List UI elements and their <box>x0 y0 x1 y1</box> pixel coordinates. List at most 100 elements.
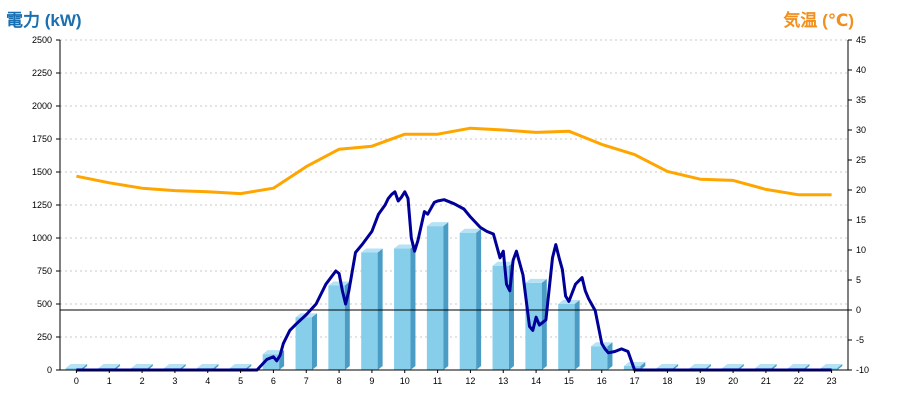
bar-top <box>328 281 350 286</box>
left-tick-label: 1250 <box>32 200 52 210</box>
bar-front <box>623 366 641 370</box>
bar-top <box>788 364 810 369</box>
right-tick-label: 45 <box>856 35 866 45</box>
x-tick-label: 18 <box>662 376 672 386</box>
grid-lines <box>60 39 848 338</box>
bar-front <box>426 226 444 370</box>
x-tick-label: 22 <box>794 376 804 386</box>
bar-top <box>689 364 711 369</box>
x-tick-label: 9 <box>369 376 374 386</box>
right-tick-label: -10 <box>856 365 869 375</box>
x-tick-label: 15 <box>564 376 574 386</box>
bar-front <box>394 248 411 370</box>
bar-side <box>541 278 547 370</box>
bar-top <box>98 364 120 369</box>
bar-top <box>394 244 416 249</box>
bar-front <box>361 252 378 370</box>
bar-top <box>65 364 88 369</box>
bar-top <box>656 364 679 369</box>
bar-top <box>131 364 153 369</box>
axes <box>56 39 852 373</box>
bar-top <box>197 364 219 369</box>
x-tick-label: 11 <box>433 376 442 386</box>
bar-top <box>229 364 252 369</box>
left-tick-label: 500 <box>37 299 52 309</box>
bar-front <box>558 304 575 370</box>
bar <box>623 362 646 370</box>
bar-top <box>361 248 383 253</box>
right-tick-label: 35 <box>856 95 866 105</box>
bar <box>459 228 482 370</box>
x-tick-label: 21 <box>761 376 771 386</box>
x-tick-label: 4 <box>205 376 210 386</box>
left-tick-label: 2250 <box>32 68 52 78</box>
bar-top <box>623 362 646 367</box>
x-tick-label: 6 <box>271 376 276 386</box>
left-axis-title: 電力 (kW) <box>6 11 82 30</box>
x-tick-label: 10 <box>400 376 410 386</box>
x-tick-label: 8 <box>337 376 342 386</box>
left-tick-label: 2000 <box>32 101 52 111</box>
bar-side <box>476 228 482 370</box>
x-tick-label: 20 <box>728 376 738 386</box>
right-tick-label: 0 <box>856 305 861 315</box>
bar <box>361 248 383 370</box>
bar-side <box>410 244 416 370</box>
x-tick-label: 7 <box>304 376 309 386</box>
bar-front <box>591 346 608 370</box>
bar-side <box>640 362 646 370</box>
bar-side <box>443 222 449 370</box>
bar-top <box>820 364 843 369</box>
x-tick-label: 2 <box>140 376 145 386</box>
right-tick-label: 15 <box>856 215 866 225</box>
x-tick-label: 23 <box>827 376 837 386</box>
bar-front <box>328 285 345 370</box>
bar-top <box>164 364 186 369</box>
bar-side <box>837 364 843 370</box>
left-tick-label: 1750 <box>32 134 52 144</box>
x-tick-label: 3 <box>172 376 177 386</box>
right-tick-label: 30 <box>856 125 866 135</box>
right-tick-label: 5 <box>856 275 861 285</box>
bar-side <box>311 313 317 370</box>
right-tick-label: 25 <box>856 155 866 165</box>
right-tick-label: 10 <box>856 245 866 255</box>
left-tick-label: 1000 <box>32 233 52 243</box>
bar <box>394 244 416 370</box>
bar-front <box>492 265 509 370</box>
bar-top <box>755 364 777 369</box>
right-tick-label: -5 <box>856 335 864 345</box>
bar-front <box>65 368 83 370</box>
bar-top <box>459 228 482 233</box>
bar-side <box>607 342 613 370</box>
x-tick-label: 19 <box>695 376 705 386</box>
right-tick-label: 40 <box>856 65 866 75</box>
bar-front <box>459 232 477 370</box>
left-tick-label: 750 <box>37 266 52 276</box>
x-tick-label: 12 <box>465 376 475 386</box>
bar-top <box>262 350 285 355</box>
x-tick-label: 17 <box>630 376 640 386</box>
x-tick-label: 0 <box>74 376 79 386</box>
bar-top <box>722 364 744 369</box>
bar-top <box>525 278 547 283</box>
temperature-line <box>76 126 832 197</box>
bar-front <box>295 317 312 370</box>
right-tick-label: 20 <box>856 185 866 195</box>
power-line <box>76 190 832 372</box>
right-axis-title: 気温 (℃) <box>783 11 854 30</box>
line-series <box>76 126 832 372</box>
bar-series <box>65 222 843 370</box>
bar <box>426 222 449 370</box>
left-tick-label: 0 <box>47 365 52 375</box>
bar-side <box>574 300 580 370</box>
tick-labels: 02505007501000125015001750200022502500-1… <box>32 35 869 386</box>
x-tick-label: 5 <box>238 376 243 386</box>
left-tick-label: 250 <box>37 332 52 342</box>
bar-side <box>377 248 383 370</box>
x-tick-label: 14 <box>531 376 541 386</box>
left-tick-label: 1500 <box>32 167 52 177</box>
x-tick-label: 13 <box>498 376 508 386</box>
